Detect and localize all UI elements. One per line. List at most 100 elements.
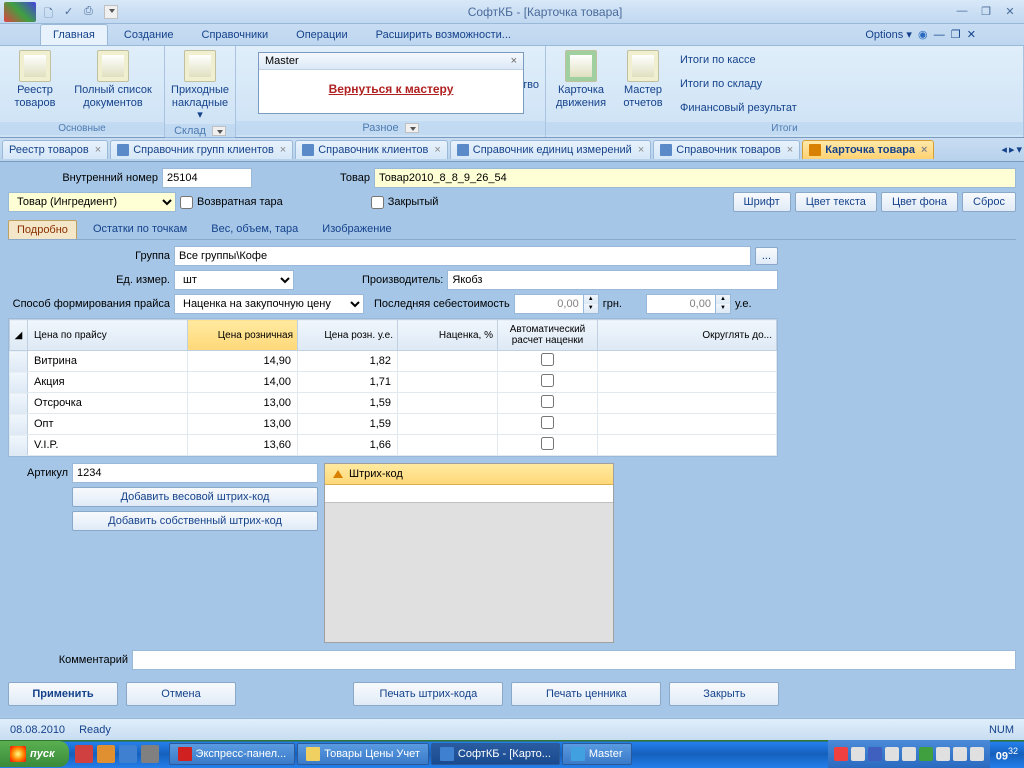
- tab-extend[interactable]: Расширить возможности...: [364, 25, 523, 45]
- tray-icon[interactable]: [902, 747, 916, 761]
- tabs-next-icon[interactable]: ▸: [1009, 143, 1015, 156]
- table-row[interactable]: V.I.P.13,601,66: [10, 435, 777, 456]
- table-row[interactable]: Витрина14,901,82: [10, 351, 777, 372]
- tray-icon[interactable]: [885, 747, 899, 761]
- tray-icon[interactable]: [851, 747, 865, 761]
- qat-dropdown-icon[interactable]: [104, 5, 118, 19]
- col-retail[interactable]: Цена розничная: [188, 320, 298, 351]
- col-round[interactable]: Округлять до...: [598, 320, 777, 351]
- tab-close-icon[interactable]: ×: [921, 144, 927, 156]
- btn-bgcolor[interactable]: Цвет фона: [881, 192, 958, 212]
- input-lastcost[interactable]: [514, 294, 584, 314]
- spin-up-icon[interactable]: ▲: [716, 295, 730, 304]
- select-pricemethod[interactable]: Наценка на закупочную цену: [174, 294, 364, 314]
- input-tovar[interactable]: [374, 168, 1016, 188]
- col-retail-ue[interactable]: Цена розн. у.е.: [298, 320, 398, 351]
- input-lastcost-ue[interactable]: [646, 294, 716, 314]
- options-menu[interactable]: Options ▾ ◉ — ❐ ✕: [857, 24, 984, 45]
- tab-close-icon[interactable]: ×: [95, 144, 101, 156]
- doctab-goods[interactable]: Справочник товаров×: [653, 140, 800, 159]
- btn-print-barcode[interactable]: Печать штрих-кода: [353, 682, 503, 706]
- doctab-clients[interactable]: Справочник клиентов×: [295, 140, 448, 159]
- tab-refs[interactable]: Справочники: [190, 25, 281, 45]
- btn-close[interactable]: Закрыть: [669, 682, 779, 706]
- btn-add-weight-barcode[interactable]: Добавить весовой штрих-код: [72, 487, 318, 507]
- col-pricelist[interactable]: Цена по прайсу: [28, 320, 188, 351]
- doctab-units[interactable]: Справочник единиц измерений×: [450, 140, 651, 159]
- btn-reset[interactable]: Сброс: [962, 192, 1016, 212]
- subtab-detail[interactable]: Подробно: [8, 220, 77, 239]
- qat-save-icon[interactable]: ⎙: [84, 5, 98, 19]
- btn-reports[interactable]: Мастер отчетов: [614, 48, 672, 111]
- tray-icon[interactable]: [919, 747, 933, 761]
- tab-main[interactable]: Главная: [40, 24, 108, 45]
- col-auto[interactable]: Автоматический расчет наценки: [498, 320, 598, 351]
- quick-launch-icon[interactable]: [119, 745, 137, 763]
- minimize-icon[interactable]: —: [952, 5, 972, 18]
- select-unit[interactable]: шт: [174, 270, 294, 290]
- maximize-icon[interactable]: ❐: [976, 5, 996, 18]
- table-row[interactable]: Опт13,001,59: [10, 414, 777, 435]
- input-group[interactable]: [174, 246, 751, 266]
- subtab-weight[interactable]: Вес, объем, тара: [203, 220, 306, 239]
- input-article[interactable]: [72, 463, 318, 483]
- tab-create[interactable]: Создание: [112, 25, 186, 45]
- task-master[interactable]: Master: [562, 743, 632, 765]
- doctab-registry[interactable]: Реестр товаров×: [2, 140, 108, 159]
- qat-check-icon[interactable]: ✓: [64, 5, 78, 19]
- task-opera[interactable]: Экспресс-панел...: [169, 743, 296, 765]
- chk-closed[interactable]: Закрытый: [371, 196, 439, 209]
- tray-icon[interactable]: [834, 747, 848, 761]
- close-icon[interactable]: ✕: [1000, 5, 1020, 18]
- chk-auto[interactable]: [541, 395, 554, 408]
- tab-close-icon[interactable]: ×: [280, 144, 286, 156]
- tray-icon[interactable]: [970, 747, 984, 761]
- chk-returnable[interactable]: Возвратная тара: [180, 196, 283, 209]
- qat-new-icon[interactable]: 🗋: [44, 5, 58, 19]
- input-mfr[interactable]: [447, 270, 778, 290]
- table-row[interactable]: Акция14,001,71: [10, 372, 777, 393]
- chk-auto[interactable]: [541, 437, 554, 450]
- btn-group-browse[interactable]: ...: [755, 247, 778, 265]
- doctab-card[interactable]: Карточка товара×: [802, 140, 934, 159]
- master-link[interactable]: Вернуться к мастеру: [329, 82, 454, 96]
- task-folder[interactable]: Товары Цены Учет: [297, 743, 429, 765]
- quick-launch-icon[interactable]: [141, 745, 159, 763]
- tray-icon[interactable]: [868, 747, 882, 761]
- system-tray[interactable]: [828, 740, 990, 768]
- doctab-clientgroups[interactable]: Справочник групп клиентов×: [110, 140, 293, 159]
- tab-ops[interactable]: Операции: [284, 25, 359, 45]
- tab-close-icon[interactable]: ×: [638, 144, 644, 156]
- clock[interactable]: 0932: [990, 746, 1024, 763]
- tab-close-icon[interactable]: ×: [787, 144, 793, 156]
- task-softkb[interactable]: СофтКБ - [Карто...: [431, 743, 560, 765]
- input-comment[interactable]: [132, 650, 1016, 670]
- group-launcher-icon[interactable]: [212, 126, 226, 136]
- btn-add-own-barcode[interactable]: Добавить собственный штрих-код: [72, 511, 318, 531]
- btn-registry[interactable]: Реестр товаров: [6, 48, 64, 111]
- btn-textcolor[interactable]: Цвет текста: [795, 192, 877, 212]
- link-kassa[interactable]: Итоги по кассе: [676, 52, 801, 68]
- chk-auto[interactable]: [541, 416, 554, 429]
- btn-font[interactable]: Шрифт: [733, 192, 791, 212]
- btn-fulllist[interactable]: Полный список документов: [68, 48, 158, 111]
- help-icon[interactable]: ◉: [918, 29, 928, 41]
- start-button[interactable]: пуск: [0, 741, 69, 767]
- quick-launch-icon[interactable]: [75, 745, 93, 763]
- btn-income[interactable]: Приходные накладные ▾: [171, 48, 229, 124]
- chk-auto[interactable]: [541, 374, 554, 387]
- app-icon[interactable]: [4, 2, 36, 22]
- link-fin[interactable]: Финансовый результат: [676, 100, 801, 116]
- price-grid[interactable]: ◢ Цена по прайсу Цена розничная Цена роз…: [8, 318, 778, 457]
- tabs-menu-icon[interactable]: ▾: [1016, 143, 1022, 156]
- group-launcher-icon[interactable]: [405, 123, 419, 133]
- subtab-stock[interactable]: Остатки по точкам: [85, 220, 195, 239]
- spin-down-icon[interactable]: ▼: [716, 304, 730, 313]
- subtab-image[interactable]: Изображение: [314, 220, 399, 239]
- tray-icon[interactable]: [953, 747, 967, 761]
- table-row[interactable]: Отсрочка13,001,59: [10, 393, 777, 414]
- col-markup[interactable]: Наценка, %: [398, 320, 498, 351]
- barcode-grid[interactable]: Штрих-код: [324, 463, 614, 643]
- master-close-icon[interactable]: ×: [511, 55, 517, 67]
- btn-print-price[interactable]: Печать ценника: [511, 682, 661, 706]
